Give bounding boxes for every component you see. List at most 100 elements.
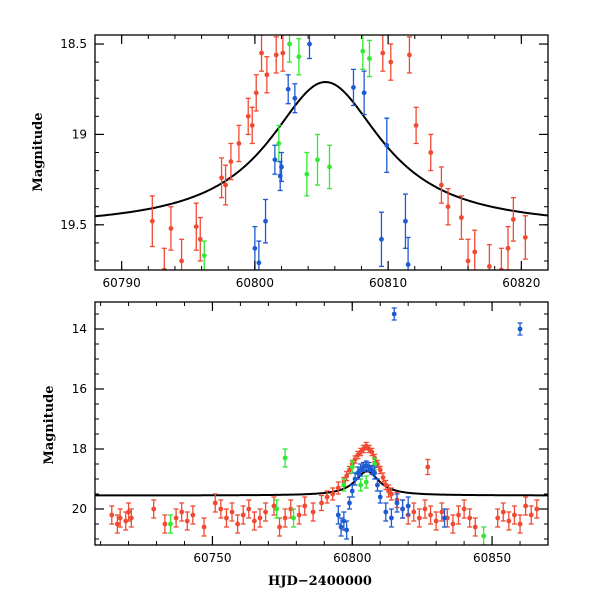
data-point [271, 496, 277, 516]
data-point [384, 117, 390, 174]
series-1 [168, 448, 487, 545]
data-point [240, 505, 246, 525]
plot-frame [94, 34, 549, 271]
data-point [296, 505, 302, 525]
series-0 [109, 441, 540, 537]
data-point [292, 83, 298, 114]
y-tick-label: 19.5 [60, 218, 87, 232]
data-point [349, 460, 355, 474]
x-tick-label: 60750 [193, 551, 231, 565]
plot-area [95, 307, 548, 545]
data-point [219, 157, 225, 199]
data-point [411, 502, 417, 522]
data-point [500, 502, 506, 522]
data-point [279, 151, 285, 183]
data-point [391, 307, 397, 321]
data-point [472, 517, 478, 537]
data-point [360, 35, 366, 70]
data-point [315, 133, 321, 186]
data-point [151, 499, 157, 519]
data-point [355, 466, 361, 480]
x-tick-label: 60800 [236, 276, 274, 290]
data-point [400, 499, 406, 519]
data-point [522, 215, 528, 260]
data-point [517, 514, 523, 534]
data-point [109, 505, 115, 525]
data-point [179, 502, 185, 522]
data-point [259, 35, 265, 72]
data-point [285, 74, 291, 105]
data-point [341, 511, 347, 531]
data-point [377, 490, 383, 504]
data-point [193, 202, 199, 251]
data-point [366, 39, 372, 78]
data-point [296, 37, 302, 76]
data-point [406, 36, 412, 74]
data-point [264, 56, 270, 94]
data-point [257, 508, 263, 528]
data-point [442, 508, 448, 528]
model-curve [95, 470, 548, 497]
data-point [528, 505, 534, 525]
x-tick-label: 60850 [473, 551, 511, 565]
data-point [218, 499, 224, 519]
data-point [212, 493, 218, 513]
x-tick-label: 60800 [333, 551, 371, 565]
data-point [534, 499, 540, 519]
data-point [274, 499, 280, 519]
y-tick-label: 20 [72, 502, 87, 516]
data-point [302, 496, 308, 516]
bottom-y-axis-label: Magnitude [42, 385, 57, 464]
data-point [162, 514, 168, 534]
data-point [380, 35, 386, 72]
data-point [246, 499, 252, 519]
data-point [361, 70, 367, 116]
data-point [349, 484, 355, 498]
y-tick-label: 18 [72, 442, 87, 456]
data-point [335, 505, 341, 525]
data-point [388, 43, 394, 81]
data-point [486, 244, 492, 270]
y-tick-label: 14 [72, 322, 87, 336]
data-point [369, 447, 375, 457]
plot-frame [94, 301, 549, 546]
data-point [168, 514, 173, 534]
data-point [229, 502, 235, 522]
data-point [472, 229, 478, 270]
series-2 [335, 307, 523, 540]
data-point [126, 502, 132, 522]
bottom-panel-plot: 60750 60800 60850 14 16 18 20 [72, 301, 549, 565]
data-point [380, 472, 386, 483]
data-point [184, 511, 190, 531]
data-point [201, 240, 207, 270]
data-point [465, 238, 471, 270]
data-point [363, 460, 369, 471]
x-tick-label: 60790 [103, 276, 141, 290]
x-tick-label: 60810 [369, 276, 407, 290]
data-point [197, 216, 203, 262]
data-point [456, 505, 462, 525]
data-point [149, 195, 155, 248]
data-point [388, 487, 394, 501]
data-point [405, 496, 411, 516]
data-point [324, 490, 330, 504]
data-point [450, 514, 456, 534]
data-point [350, 68, 356, 107]
data-point [249, 106, 255, 145]
data-point [517, 322, 523, 336]
data-point [511, 505, 517, 525]
data-point [402, 193, 408, 249]
y-tick-label: 18.5 [60, 37, 87, 51]
data-point [338, 517, 344, 537]
data-point [394, 493, 400, 513]
data-point [458, 195, 464, 240]
data-point [245, 97, 251, 136]
data-point [335, 481, 341, 495]
data-point [235, 514, 241, 534]
data-point [251, 511, 257, 531]
data-point [433, 511, 439, 531]
data-point [223, 508, 229, 528]
data-point [330, 487, 336, 501]
top-y-axis-label: Magnitude [31, 112, 46, 191]
data-point [438, 166, 444, 204]
